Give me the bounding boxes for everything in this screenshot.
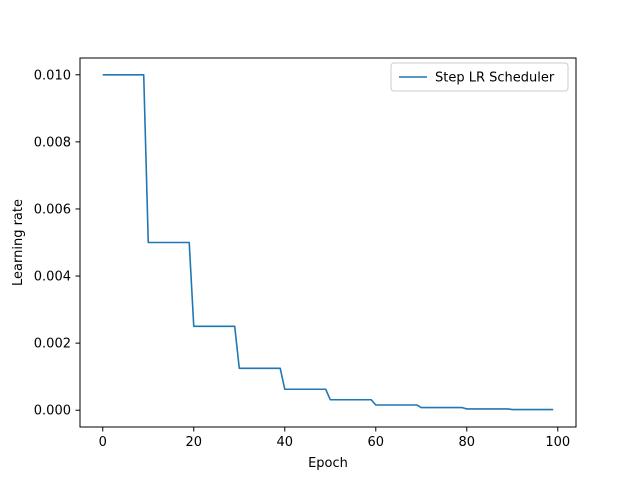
series-line-0	[102, 73, 554, 411]
x-tick-label: 0	[99, 435, 107, 450]
x-axis-label: Epoch	[308, 456, 348, 471]
x-tick-label: 40	[276, 435, 293, 450]
x-tick-label: 60	[368, 435, 385, 450]
y-tick-label: 0.006	[34, 202, 71, 217]
y-tick-label: 0.002	[34, 337, 71, 352]
x-axis-ticks: 0 20 40 60 80 100	[99, 427, 570, 450]
y-tick-label: 0.008	[34, 135, 71, 150]
y-axis-label: Learning rate	[11, 199, 26, 286]
legend: Step LR Scheduler	[390, 62, 569, 92]
y-tick-label: 0.000	[34, 404, 71, 419]
y-tick-label: 0.004	[34, 270, 71, 285]
legend-series-label: Step LR Scheduler	[435, 71, 555, 86]
x-tick-label: 80	[459, 435, 476, 450]
x-tick-label: 100	[545, 435, 570, 450]
y-axis-ticks: 0.000 0.002 0.004 0.006 0.008 0.010	[34, 68, 80, 419]
legend-box	[390, 62, 569, 92]
plot-frame	[79, 57, 577, 428]
y-tick-label: 0.010	[34, 68, 71, 83]
x-tick-label: 20	[185, 435, 202, 450]
series-layer	[102, 73, 554, 411]
